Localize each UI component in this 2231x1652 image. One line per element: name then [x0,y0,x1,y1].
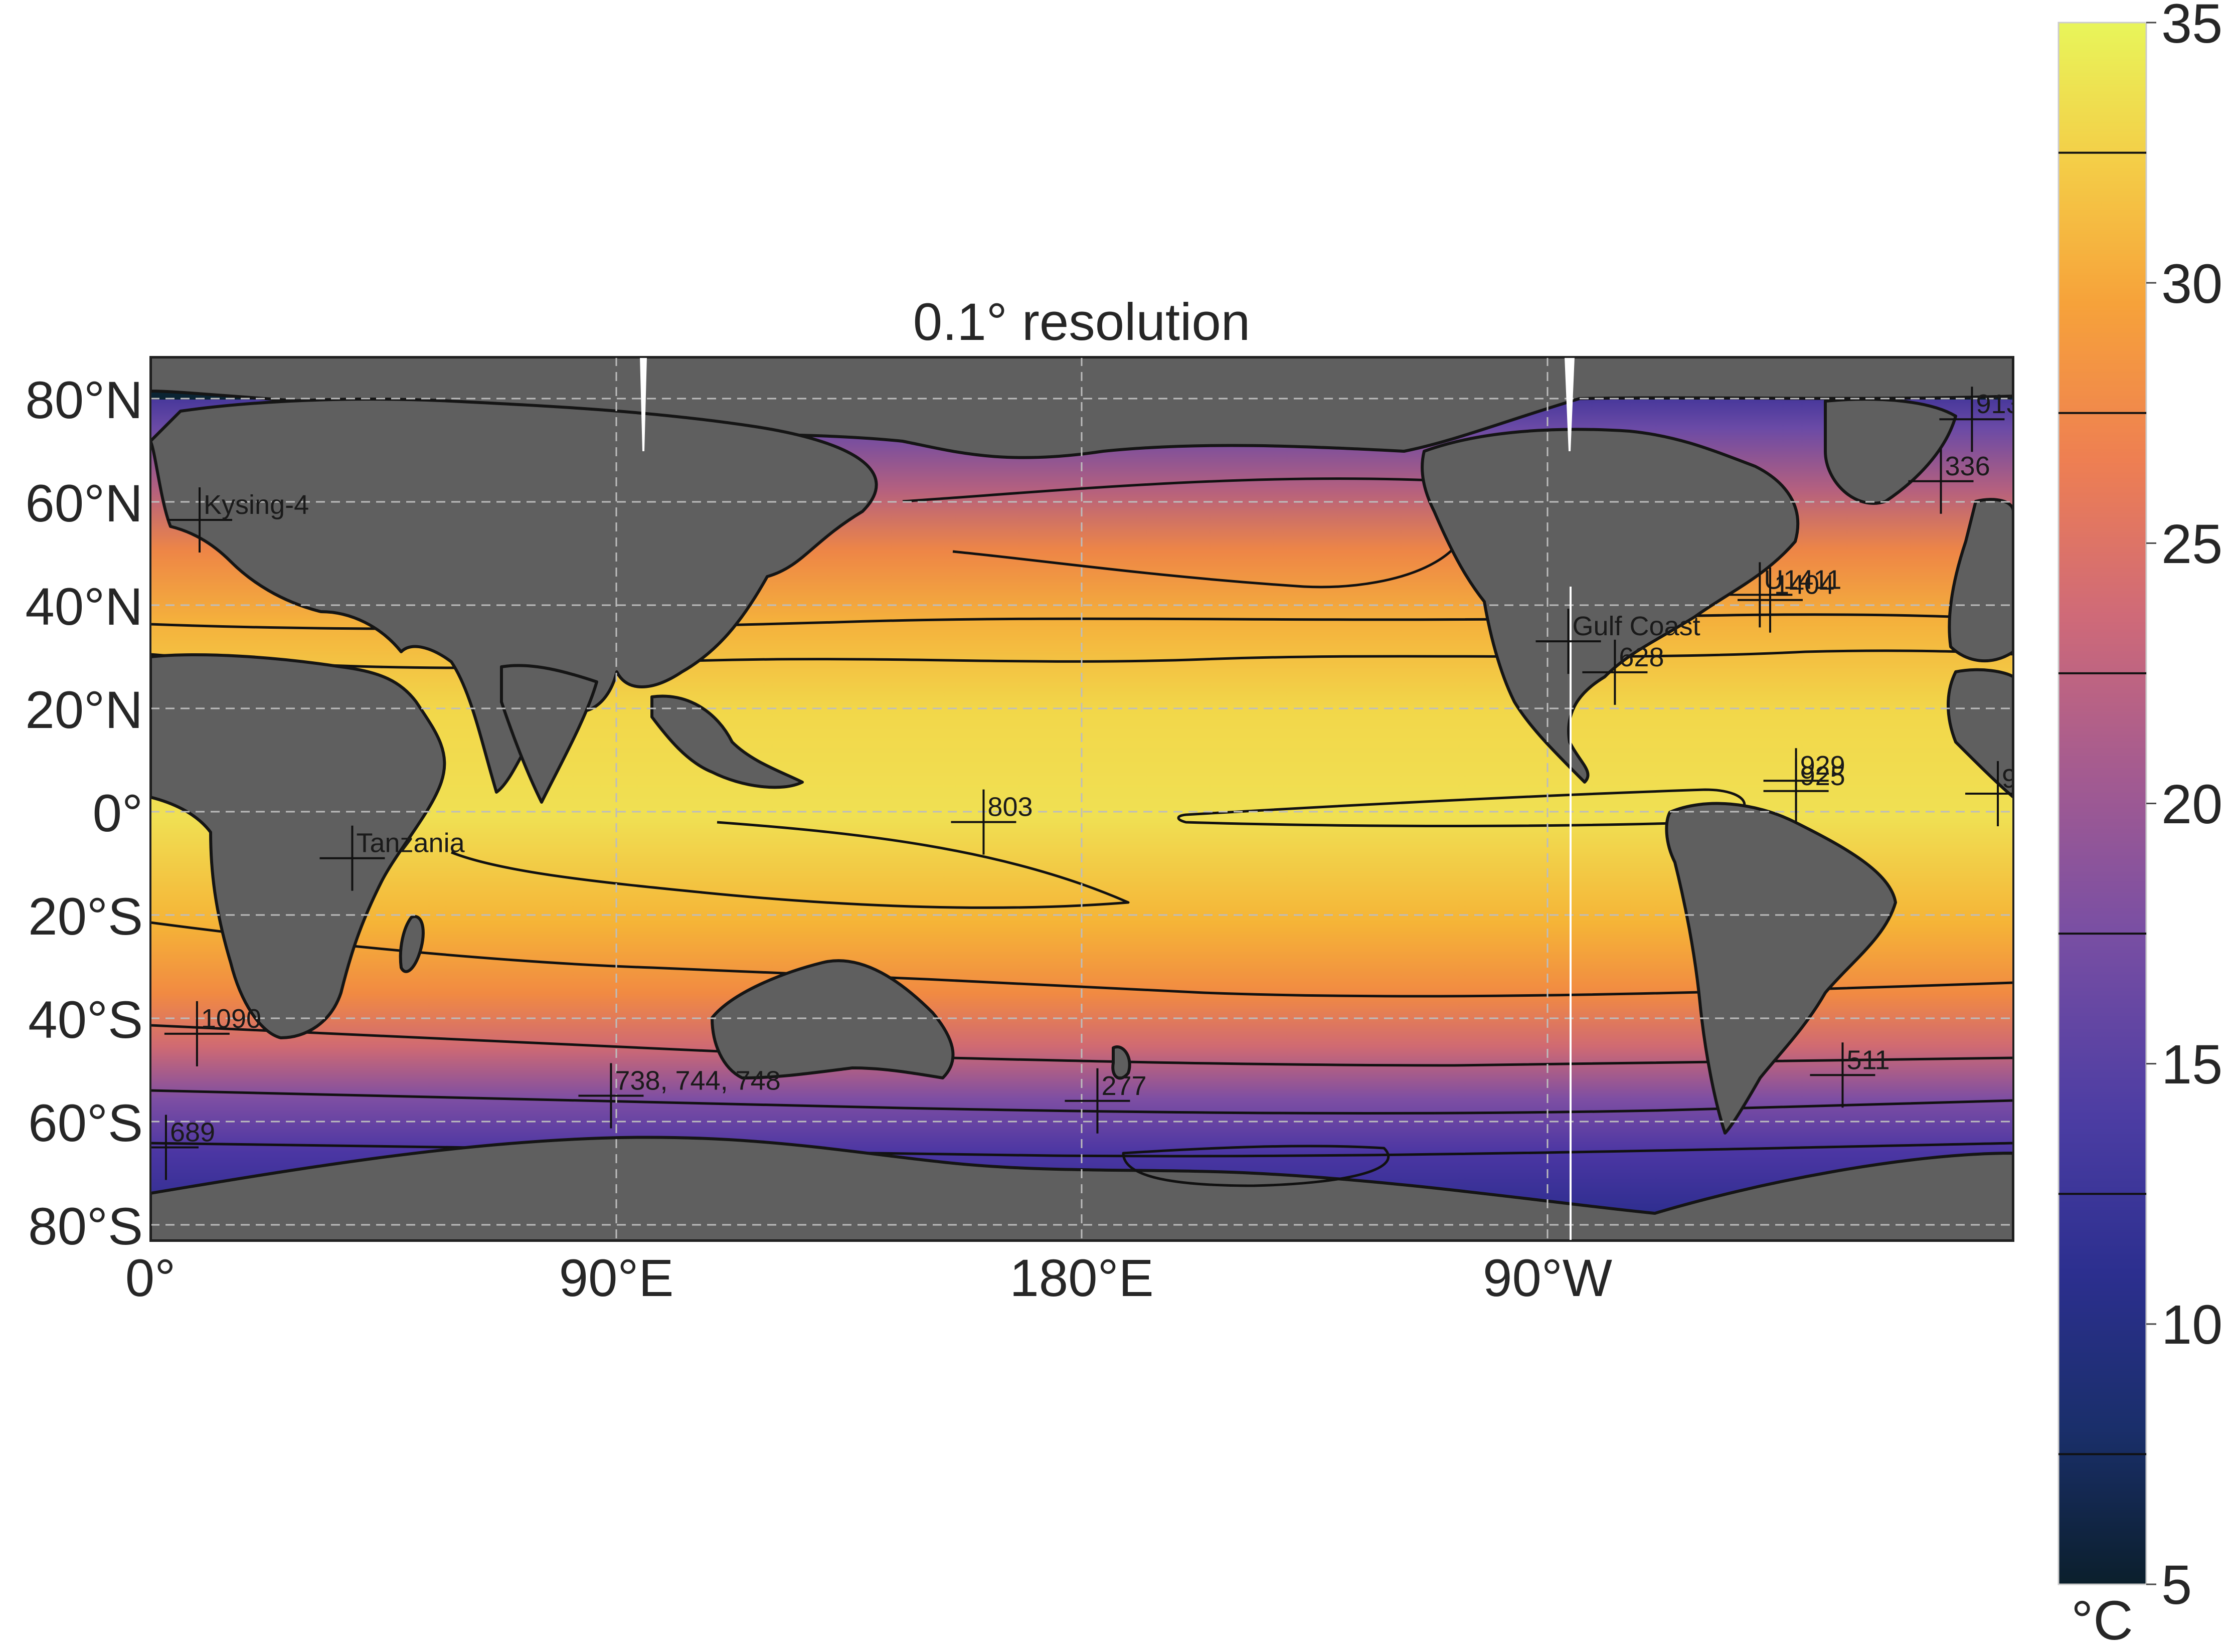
site-marker: 738, 744, 748 [578,1063,781,1129]
site-label: 913 [1976,389,2021,419]
isotherm-contour [150,649,2013,669]
isotherm-contour [150,1089,2013,1115]
site-label: Kysing-4 [204,490,309,520]
site-label: 925 [1800,761,1845,791]
colorbar-unit-label: °C [2071,1590,2133,1651]
colorbar: 35 30 25 20 15 10 5 °C [2057,0,2222,1651]
isotherm-contour [451,821,1130,909]
land-africa [150,653,446,1039]
site-marker: Gulf Coast [1535,609,1700,674]
site-label: Tanzania [356,828,465,858]
colorbar-gradient [2057,22,2147,1585]
isotherm-contour [150,921,2013,998]
colorbar-tick-label: 20 [2161,774,2222,835]
y-tick-label: 40°N [25,578,143,636]
land-india [500,664,598,804]
site-label: 336 [1945,451,1990,481]
y-tick-label: 20°N [25,681,143,740]
ice-shelf-contour [1122,1145,1390,1187]
site-marker: 511 [1810,1042,1890,1108]
site-label: 689 [170,1118,215,1148]
land-greenland [1824,398,1957,505]
y-tick-label: 60°S [28,1094,143,1153]
site-marker: U1411 [1727,562,1841,628]
site-label: 959 [2002,764,2047,794]
x-tick-label: 90°E [559,1249,674,1308]
map-frame [149,356,2014,1242]
map-panel: Kysing-4 Tanzania 1090 689 738, 744, 748 803 2… [150,357,2047,1241]
y-tick-label: 20°S [28,887,143,946]
site-marker: 959 [1965,761,2047,826]
site-label: 511 [1846,1045,1890,1075]
site-marker: 336 [1908,448,1990,514]
colorbar-tick-label: 15 [2161,1034,2222,1095]
seam-artifact [640,357,647,451]
colorbar-tick-marks [2058,22,2156,1585]
site-marker: 628 [1582,639,1664,705]
site-marker: 925 [1763,758,1845,824]
land-australia [711,959,955,1079]
colorbar-tick-label: 30 [2161,253,2222,315]
site-label: 1404 [1774,570,1834,600]
site-label: 738, 744, 748 [615,1066,780,1096]
site-marker: Kysing-4 [167,487,309,553]
land-madagascar [399,915,425,973]
site-marker: 1090 [164,1001,261,1066]
site-marker: 1404 [1737,567,1834,633]
colorbar-tick-label: 25 [2161,513,2222,575]
site-label: 1090 [201,1004,261,1034]
site-label: U1411 [1764,565,1841,595]
site-marker: 803 [951,789,1033,855]
seam-artifact [1565,357,1575,451]
y-tick-label: 80°N [25,371,143,430]
land-southeast-asia [650,694,804,789]
y-tick-label: 80°S [28,1197,143,1256]
y-tick-label: 0° [93,784,143,843]
y-tick-label: 60°N [25,474,143,533]
map-title: 0.1° resolution [913,293,1250,351]
colorbar-tick-label: 10 [2161,1294,2222,1356]
x-axis-labels: 0° 90°E 180°E 90°W [125,1249,1612,1308]
colorbar-tick-label: 5 [2161,1554,2192,1616]
site-markers: Kysing-4 Tanzania 1090 689 738, 744, 748 803 2… [150,387,2047,1180]
x-tick-label: 90°W [1483,1249,1612,1308]
site-marker: 913 [1939,387,2021,452]
site-label: 929 [1800,751,1845,781]
colorbar-tick-label: 35 [2161,0,2222,55]
land-western-europe [1948,498,2013,663]
land-new-zealand [1111,1045,1131,1080]
site-label: 277 [1101,1071,1146,1101]
y-tick-label: 40°S [28,991,143,1049]
site-marker: 689 [150,1115,215,1180]
site-marker: 277 [1065,1068,1147,1134]
site-label: Gulf Coast [1573,611,1700,641]
land-south-america [1665,802,1897,1135]
x-tick-label: 180°E [1009,1249,1153,1308]
y-axis-labels: 80°N 60°N 40°N 20°N 0° 20°S 40°S 60°S 80… [25,371,143,1256]
site-label: 628 [1619,642,1664,672]
site-marker: Tanzania [319,825,465,891]
x-tick-label: 0° [125,1249,176,1308]
site-label: 803 [987,792,1033,822]
